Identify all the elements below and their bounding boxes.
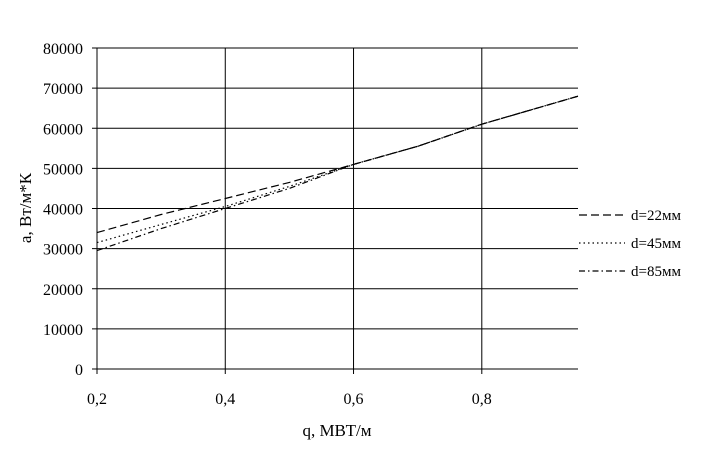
y-tick-label: 0 bbox=[75, 362, 83, 379]
x-tick-label: 0,2 bbox=[87, 391, 107, 408]
y-tick-label: 40000 bbox=[43, 202, 83, 219]
y-tick-label: 30000 bbox=[43, 242, 83, 259]
legend: d=22мм d=45мм d=85мм bbox=[579, 208, 681, 280]
series-line bbox=[96, 95, 579, 252]
grid-lines bbox=[97, 47, 578, 369]
x-tick-label: 0,8 bbox=[472, 391, 492, 408]
x-tick-label: 0,4 bbox=[215, 391, 235, 408]
legend-label: d=22мм bbox=[631, 208, 681, 224]
y-tick-label: 10000 bbox=[43, 322, 83, 339]
y-tick-label: 20000 bbox=[43, 282, 83, 299]
legend-label: d=85мм bbox=[631, 264, 681, 280]
y-tick-label: 50000 bbox=[43, 161, 83, 178]
tick-labels: 0 10000 20000 30000 40000 50000 60000 70000 8000… bbox=[43, 41, 492, 408]
series-line bbox=[96, 95, 579, 244]
series-lines bbox=[96, 95, 579, 252]
y-axis-title: a, Вт/м*К bbox=[16, 172, 35, 243]
x-tick-label: 0,6 bbox=[344, 391, 364, 408]
axes bbox=[92, 47, 578, 374]
y-tick-label: 60000 bbox=[43, 121, 83, 138]
y-tick-label: 80000 bbox=[43, 41, 83, 58]
legend-label: d=45мм bbox=[631, 236, 681, 252]
x-axis-title: q, МВТ/м bbox=[302, 421, 371, 440]
y-tick-label: 70000 bbox=[43, 81, 83, 98]
